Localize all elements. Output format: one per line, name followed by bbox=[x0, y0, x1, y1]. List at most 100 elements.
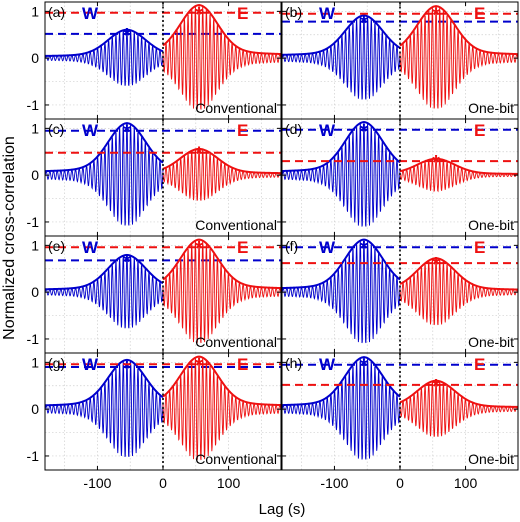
panel-label: (f) bbox=[285, 238, 298, 254]
envelope-W bbox=[282, 121, 401, 173]
peak-marker-E: * bbox=[432, 254, 440, 276]
waveform-W bbox=[45, 29, 164, 86]
station-label-w: W bbox=[82, 238, 99, 257]
tick-marks bbox=[282, 353, 518, 470]
waveform-E bbox=[162, 148, 281, 201]
tick-marks bbox=[45, 119, 281, 236]
tick-marks bbox=[45, 236, 281, 353]
x-tick-label: -100 bbox=[83, 475, 111, 491]
y-tick-label: -1 bbox=[27, 214, 40, 230]
peak-marker-E: * bbox=[432, 5, 440, 27]
waveform-W bbox=[45, 254, 164, 329]
envelope-E bbox=[162, 238, 281, 290]
panel-label: (h) bbox=[285, 355, 302, 371]
x-tick-label: 100 bbox=[217, 475, 241, 491]
peak-marker-W: * bbox=[123, 358, 131, 380]
station-label-w: W bbox=[82, 4, 99, 23]
envelope-W bbox=[45, 253, 164, 291]
station-label-w: W bbox=[319, 355, 336, 374]
station-label-w: W bbox=[319, 4, 336, 23]
grid bbox=[45, 353, 281, 470]
peak-marker-W: * bbox=[360, 238, 368, 260]
waveform-E bbox=[399, 258, 518, 326]
method-label: Conventional bbox=[195, 451, 277, 467]
peak-marker-W: * bbox=[123, 251, 131, 273]
envelope-E bbox=[162, 147, 281, 175]
waveform-W bbox=[282, 15, 401, 100]
tick-marks bbox=[45, 2, 281, 119]
plot-area: ** bbox=[282, 5, 518, 109]
station-label-e: E bbox=[237, 4, 248, 23]
panel-a: * * -1 0 1 (a) W E Conventional bbox=[27, 1, 282, 120]
x-tick-label: 0 bbox=[159, 475, 167, 491]
plot-area: ** bbox=[45, 238, 281, 344]
grid bbox=[282, 2, 518, 119]
station-label-w: W bbox=[82, 121, 99, 140]
panel-label: (g) bbox=[48, 355, 65, 371]
panel-label: (a) bbox=[48, 4, 65, 20]
station-label-e: E bbox=[474, 121, 485, 140]
waveform-W bbox=[282, 122, 401, 227]
tick-marks bbox=[45, 353, 281, 470]
y-tick-label: 1 bbox=[31, 237, 39, 253]
y-tick-label: 1 bbox=[31, 3, 39, 19]
method-label: One-bit bbox=[468, 217, 514, 233]
station-label-e: E bbox=[237, 238, 248, 257]
plot-area: ** bbox=[45, 122, 281, 226]
panel-label: (c) bbox=[48, 121, 64, 137]
envelope-W bbox=[45, 358, 164, 407]
station-label-e: E bbox=[474, 238, 485, 257]
peak-marker-W: * bbox=[123, 122, 131, 144]
envelope-E bbox=[162, 4, 281, 56]
station-label-w: W bbox=[82, 355, 99, 374]
method-label: Conventional bbox=[195, 217, 277, 233]
waveform-W bbox=[45, 359, 164, 457]
waveform-E bbox=[399, 380, 518, 437]
grid bbox=[45, 236, 281, 353]
y-tick-label: 0 bbox=[31, 401, 39, 417]
plot-area: ** bbox=[282, 356, 518, 460]
envelope-W bbox=[282, 14, 401, 56]
waveform-E bbox=[162, 239, 281, 344]
envelope-W bbox=[45, 28, 164, 57]
waveform-W bbox=[282, 357, 401, 460]
peak-marker-E: * bbox=[195, 238, 203, 260]
peak-marker-E: * bbox=[432, 376, 440, 398]
tick-marks bbox=[282, 236, 518, 353]
peak-marker-W: * bbox=[123, 25, 131, 47]
envelope-W bbox=[45, 122, 164, 173]
peak-marker-W: * bbox=[360, 13, 368, 35]
waveform-E bbox=[162, 5, 281, 110]
peak-marker-E: * bbox=[195, 4, 203, 26]
panel-d: * * (d) W E One-bit bbox=[281, 118, 519, 237]
y-tick-label: 1 bbox=[31, 120, 39, 136]
peak-marker-E: * bbox=[195, 144, 203, 166]
envelope-E bbox=[399, 257, 518, 291]
station-label-e: E bbox=[474, 4, 485, 23]
tick-marks bbox=[282, 2, 518, 119]
method-label: Conventional bbox=[195, 334, 277, 350]
panel-label: (b) bbox=[285, 4, 302, 20]
waveform-E bbox=[162, 356, 281, 461]
station-label-w: W bbox=[319, 121, 336, 140]
x-tick-label: 0 bbox=[396, 475, 404, 491]
peak-marker-E: * bbox=[195, 355, 203, 377]
envelope-E bbox=[162, 355, 281, 407]
envelope-E bbox=[399, 157, 518, 175]
grid bbox=[282, 119, 518, 236]
x-tick-label: -100 bbox=[320, 475, 348, 491]
peak-marker-W: * bbox=[360, 121, 368, 143]
method-label: One-bit bbox=[468, 451, 514, 467]
station-label-e: E bbox=[474, 355, 485, 374]
method-label: One-bit bbox=[468, 334, 514, 350]
station-label-e: E bbox=[237, 355, 248, 374]
peak-marker-E: * bbox=[432, 152, 440, 174]
method-label: Conventional bbox=[195, 100, 277, 116]
